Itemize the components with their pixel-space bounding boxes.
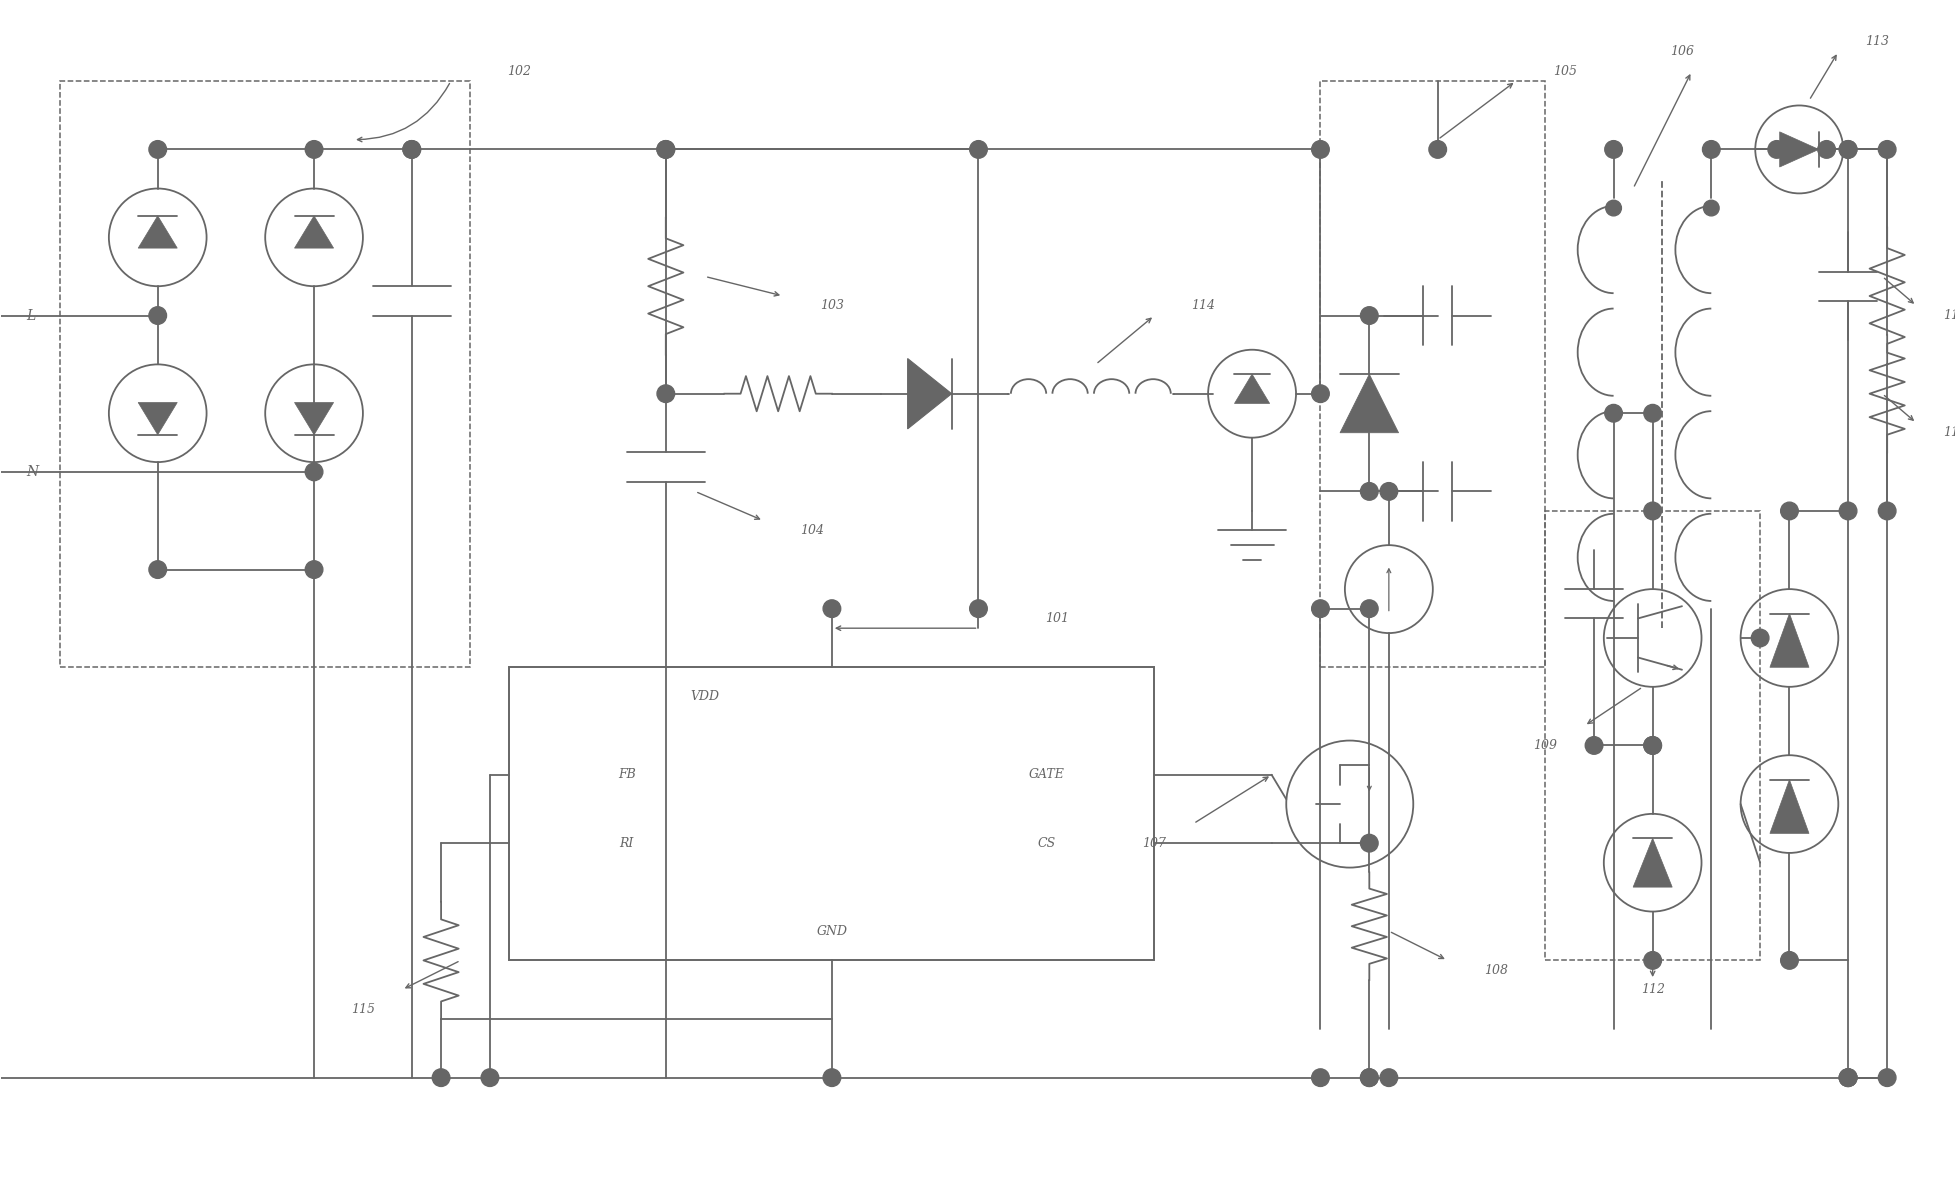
Circle shape (657, 140, 674, 158)
Circle shape (1312, 140, 1329, 158)
Circle shape (149, 307, 166, 324)
Circle shape (1312, 600, 1329, 618)
Circle shape (1779, 952, 1797, 969)
Text: GATE: GATE (1028, 769, 1064, 782)
Bar (1544, 511, 1760, 960)
Circle shape (1838, 1069, 1855, 1087)
Circle shape (149, 561, 166, 579)
Circle shape (1750, 630, 1767, 646)
Text: 108: 108 (1484, 963, 1507, 977)
Text: 104: 104 (800, 524, 823, 537)
Text: CS: CS (1038, 836, 1056, 849)
Text: FB: FB (618, 769, 635, 782)
Circle shape (1361, 307, 1378, 324)
Circle shape (1779, 503, 1797, 519)
Circle shape (1642, 952, 1660, 969)
Circle shape (1816, 140, 1834, 158)
Circle shape (305, 463, 323, 481)
Text: 115: 115 (350, 1003, 375, 1016)
Circle shape (1361, 834, 1378, 852)
Text: GND: GND (815, 924, 847, 937)
Polygon shape (139, 216, 178, 248)
Circle shape (1312, 1069, 1329, 1087)
Circle shape (1701, 140, 1718, 158)
Text: 103: 103 (819, 299, 843, 312)
Circle shape (1642, 737, 1660, 754)
Circle shape (305, 561, 323, 579)
Polygon shape (139, 403, 178, 435)
Circle shape (1767, 140, 1785, 158)
Circle shape (657, 140, 674, 158)
Text: 114: 114 (1191, 299, 1214, 312)
Circle shape (1584, 737, 1601, 754)
Polygon shape (1632, 839, 1672, 887)
Circle shape (1603, 140, 1621, 158)
Text: 110: 110 (1943, 309, 1955, 322)
Circle shape (1429, 140, 1447, 158)
Circle shape (1838, 1069, 1855, 1087)
Polygon shape (295, 216, 334, 248)
Circle shape (1605, 201, 1621, 216)
Circle shape (1361, 482, 1378, 500)
Circle shape (1877, 503, 1894, 519)
Text: 111: 111 (1943, 426, 1955, 440)
Polygon shape (295, 403, 334, 435)
Circle shape (1838, 503, 1855, 519)
Circle shape (1312, 385, 1329, 403)
Text: L: L (25, 309, 35, 322)
Circle shape (403, 140, 420, 158)
Text: 106: 106 (1670, 45, 1693, 58)
Circle shape (481, 1069, 499, 1087)
Circle shape (1361, 1069, 1378, 1087)
Circle shape (1703, 201, 1718, 216)
Circle shape (1361, 600, 1378, 618)
Text: VDD: VDD (690, 690, 719, 703)
Circle shape (149, 140, 166, 158)
Circle shape (1642, 503, 1660, 519)
Circle shape (403, 140, 420, 158)
Text: 101: 101 (1044, 612, 1067, 625)
Circle shape (1603, 404, 1621, 422)
Circle shape (1380, 1069, 1398, 1087)
Text: 109: 109 (1533, 739, 1556, 752)
Bar (61, 81, 469, 668)
Circle shape (1380, 482, 1398, 500)
Circle shape (1642, 737, 1660, 754)
Text: 107: 107 (1142, 836, 1165, 849)
Circle shape (970, 600, 987, 618)
Polygon shape (1769, 779, 1808, 834)
Circle shape (305, 140, 323, 158)
Circle shape (1838, 140, 1855, 158)
Circle shape (1361, 1069, 1378, 1087)
Circle shape (1838, 1069, 1855, 1087)
Bar (508, 668, 1153, 960)
Text: N: N (25, 465, 37, 479)
Polygon shape (1339, 374, 1398, 432)
Circle shape (823, 1069, 841, 1087)
Circle shape (1838, 140, 1855, 158)
Circle shape (1877, 140, 1894, 158)
Circle shape (432, 1069, 450, 1087)
Polygon shape (907, 359, 952, 429)
Text: RI: RI (620, 836, 633, 849)
Circle shape (657, 385, 674, 403)
Text: 113: 113 (1865, 36, 1889, 49)
Circle shape (1877, 1069, 1894, 1087)
Text: 112: 112 (1640, 984, 1664, 997)
Polygon shape (1779, 132, 1818, 168)
Circle shape (823, 600, 841, 618)
Polygon shape (1234, 374, 1269, 404)
Text: 105: 105 (1552, 65, 1576, 77)
Bar (1320, 81, 1544, 668)
Circle shape (1642, 404, 1660, 422)
Polygon shape (1769, 613, 1808, 668)
Circle shape (970, 140, 987, 158)
Text: 102: 102 (506, 65, 532, 77)
